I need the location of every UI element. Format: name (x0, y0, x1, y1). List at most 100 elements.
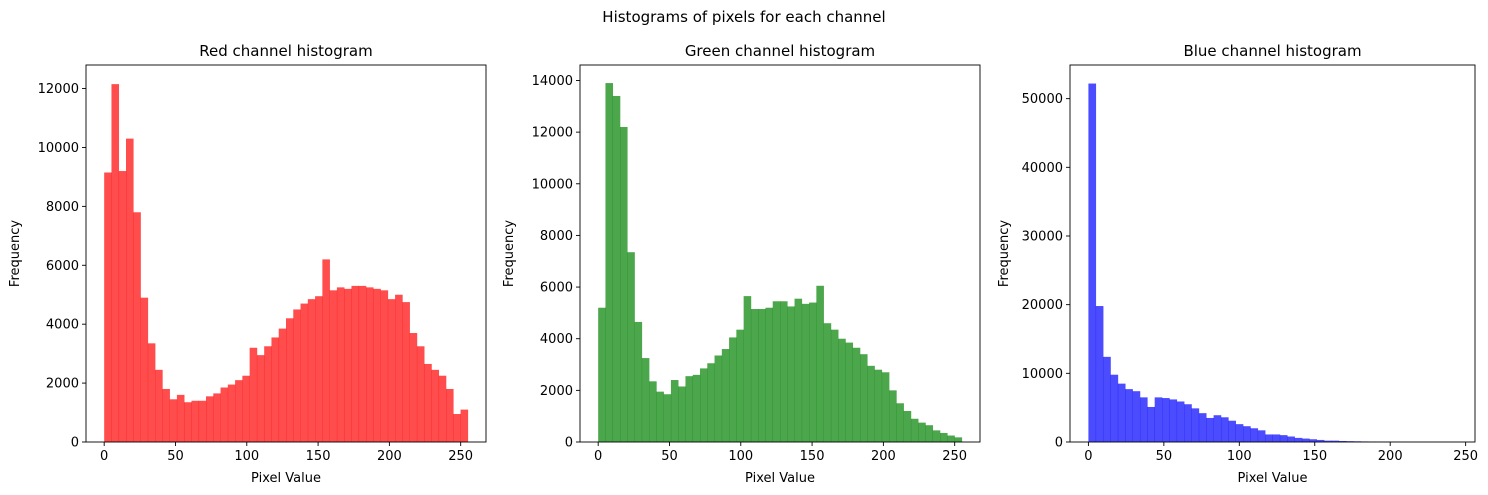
red-histogram-bar (366, 287, 374, 442)
green-chart-title: Green channel histogram (685, 42, 875, 60)
red-histogram-bar (300, 303, 309, 442)
red-histogram-bar (198, 400, 207, 442)
green-y-tick-label: 10000 (532, 177, 573, 192)
green-histogram-bar (918, 422, 926, 442)
green-histogram-bar (896, 403, 904, 442)
red-histogram-bar (235, 380, 243, 442)
red-histogram-bar (358, 285, 367, 442)
red-histogram-bar (249, 347, 258, 442)
red-histogram-bar (395, 294, 403, 442)
blue-histogram-bar (1206, 417, 1214, 442)
blue-histogram-bar (1265, 434, 1273, 442)
green-histogram-bar (736, 329, 744, 442)
green-x-tick-label: 100 (728, 449, 753, 464)
green-histogram-bar (816, 285, 824, 442)
red-histogram-bar (336, 287, 345, 442)
red-histogram-bar (176, 394, 185, 442)
red-histogram-bar (133, 212, 141, 442)
blue-x-tick-label: 0 (1084, 449, 1092, 464)
red-histogram-bar (227, 384, 236, 442)
green-x-tick-label: 50 (661, 449, 678, 464)
red-histogram-bar (453, 414, 461, 442)
blue-histogram-bar (1243, 426, 1251, 442)
green-histogram-panel: 0 50 100 150 200 250 0 2000 4000 6000 8000 10000 120… (502, 42, 981, 486)
blue-histogram-bar (1110, 374, 1119, 442)
green-histogram-bar (838, 338, 846, 442)
green-histogram-bar (598, 307, 606, 442)
blue-histogram-bar (1279, 435, 1288, 442)
blue-y-tick-label: 0 (1055, 436, 1063, 451)
red-y-tick-label: 4000 (46, 318, 79, 333)
blue-x-axis-label: Pixel Value (1238, 471, 1308, 486)
blue-histogram-bar (1095, 306, 1104, 442)
blue-y-tick-label: 50000 (1022, 92, 1063, 107)
blue-histogram-bar (1147, 406, 1155, 442)
green-histogram-bar (889, 390, 897, 442)
red-histogram-bar (402, 302, 410, 442)
red-histogram-panel: 0 50 100 150 200 250 0 2000 4000 6000 8000 10000 120… (8, 42, 487, 486)
green-histogram-bar (663, 394, 672, 442)
green-histogram-bar (656, 391, 664, 442)
green-histogram-bar (867, 365, 875, 442)
green-histogram-bar (947, 435, 955, 442)
red-histogram-bar (220, 387, 229, 442)
green-histogram-bar (852, 347, 861, 442)
green-histogram-bar (670, 380, 679, 442)
green-histogram-bar (721, 349, 730, 442)
red-x-tick-label: 250 (448, 449, 473, 464)
green-y-tick-label: 4000 (540, 332, 573, 347)
green-histogram-bar (932, 430, 941, 442)
red-histogram-bar (278, 328, 287, 442)
blue-axes-frame (1069, 64, 1476, 443)
red-histogram-bar (256, 355, 265, 442)
blue-histogram-bar (1257, 430, 1266, 442)
green-histogram-bar (620, 126, 628, 443)
red-y-tick-label: 8000 (46, 200, 79, 215)
blue-histogram-bar (1162, 398, 1170, 442)
green-y-tick-label: 0 (565, 436, 573, 451)
red-histogram-bar (184, 402, 192, 442)
red-histogram-bar (460, 409, 469, 442)
blue-histogram-bar (1301, 438, 1310, 442)
green-histogram-bar (780, 301, 788, 442)
green-histogram-bar (925, 425, 934, 442)
blue-histogram-bar (1228, 420, 1236, 442)
red-x-tick-label: 150 (306, 449, 331, 464)
green-histogram-bar (714, 355, 723, 442)
green-x-tick-label: 200 (871, 449, 896, 464)
blue-histogram-bar (1309, 439, 1317, 442)
red-histogram-bar (446, 388, 454, 442)
blue-chart-title: Blue channel histogram (1183, 42, 1361, 60)
green-histogram-bar (823, 323, 832, 442)
green-y-tick-label: 8000 (540, 229, 573, 244)
green-histogram-bar (612, 95, 621, 442)
red-histogram-bar (351, 285, 360, 442)
red-histogram-bar (329, 290, 338, 442)
blue-x-tick-label: 150 (1302, 449, 1327, 464)
green-y-tick-label: 6000 (540, 281, 573, 296)
blue-y-tick-label: 10000 (1022, 367, 1063, 382)
red-histogram-bar (140, 297, 149, 442)
blue-histogram-bar (1103, 356, 1111, 442)
red-histogram-bar (344, 288, 352, 442)
red-histogram-bar (438, 375, 447, 442)
blue-histogram-bar (1213, 415, 1222, 442)
blue-histogram-bar (1220, 417, 1229, 442)
blue-histogram-bar (1235, 424, 1244, 442)
red-histogram-bar (424, 363, 432, 442)
red-x-tick-label: 200 (377, 449, 402, 464)
red-x-axis-label: Pixel Value (251, 471, 321, 486)
red-histogram-bar (271, 337, 280, 442)
green-histogram-bar (692, 374, 701, 442)
blue-histogram-bar (1117, 383, 1126, 442)
green-histogram-bar (787, 306, 795, 442)
green-axes-frame (579, 64, 981, 443)
green-histogram-bar (830, 329, 839, 442)
red-y-tick-label: 12000 (38, 82, 79, 97)
red-histogram-bar (293, 309, 301, 442)
blue-histogram-bar (1324, 440, 1332, 442)
red-x-tick-label: 50 (167, 449, 184, 464)
green-histogram-bar (801, 303, 810, 442)
red-histogram-bar (322, 259, 330, 442)
